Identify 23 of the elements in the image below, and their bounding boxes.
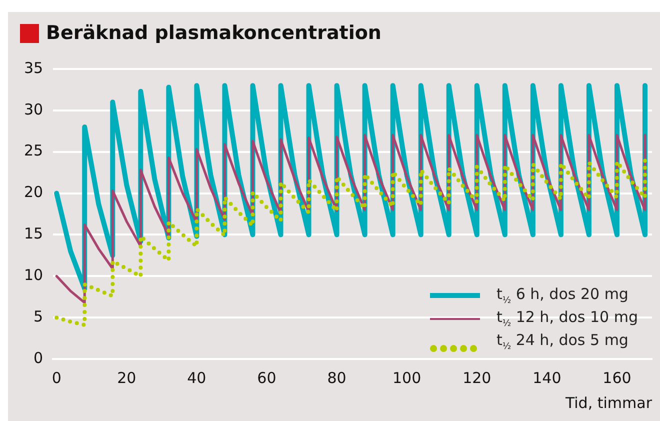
x-tick-label: 0	[52, 368, 62, 387]
chart-title: Beräknad plasmakoncentration	[46, 22, 382, 44]
y-tick-label: 15	[24, 224, 44, 243]
x-tick-label: 160	[602, 368, 632, 387]
legend-label: t$_{½}$ 24 h, dos 5 mg	[496, 331, 628, 352]
y-tick-label: 30	[24, 100, 44, 118]
x-tick-label: 120	[462, 368, 492, 387]
legend-label: t$_{½}$ 12 h, dos 10 mg	[496, 308, 638, 329]
y-tick-label: 5	[34, 307, 44, 326]
y-tick-label: 35	[24, 58, 44, 77]
x-tick-label: 100	[392, 368, 422, 387]
x-axis-title: Tid, timmar	[564, 394, 653, 412]
y-tick-label: 25	[24, 142, 44, 160]
x-tick-label: 40	[187, 368, 206, 387]
legend-label: t$_{½}$ 6 h, dos 20 mg	[496, 285, 628, 306]
x-tick-label: 80	[327, 368, 346, 387]
y-tick-label: 20	[24, 183, 44, 202]
line-series	[54, 158, 647, 328]
y-tick-label: 0	[34, 348, 44, 367]
x-tick-label: 20	[117, 368, 136, 387]
x-tick-label: 140	[532, 368, 562, 387]
x-tick-label: 60	[257, 368, 276, 387]
y-tick-label: 10	[24, 266, 44, 284]
